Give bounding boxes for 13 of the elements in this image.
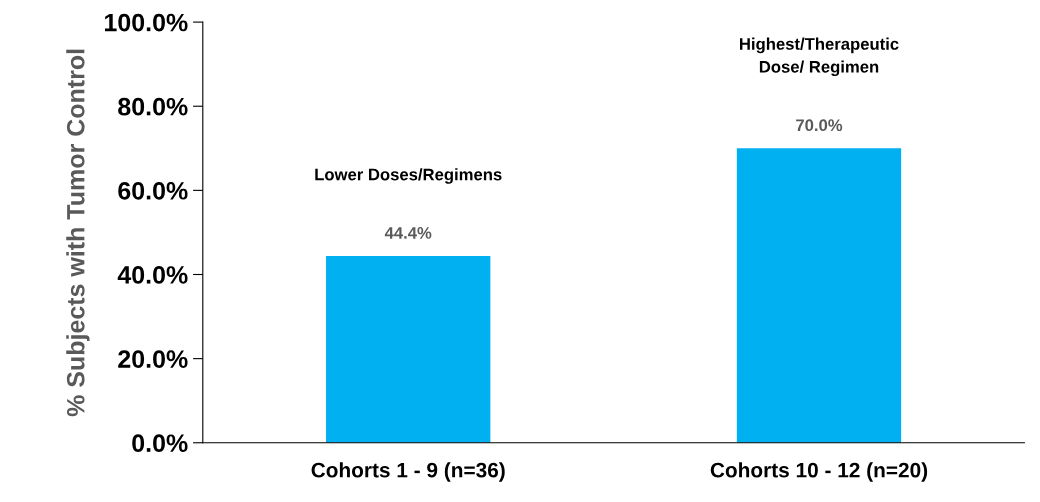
y-tick-label: 20.0% [118, 350, 188, 368]
y-tick-label: 100.0% [105, 13, 188, 32]
y-tick-label: 0.0% [132, 434, 188, 453]
annotation: Lower Doses/Regimens [315, 168, 502, 184]
y-axis-title: % Subjects with Tumor Control [66, 49, 90, 417]
x-tick-label: Cohorts 10 - 12 (n=20) [710, 462, 928, 482]
y-tick-label: 80.0% [118, 97, 188, 116]
y-tick-label: 60.0% [118, 181, 188, 200]
annotation: Highest/Therapeutic Dose/ Regimen [740, 37, 899, 77]
data-label: 70.0% [796, 119, 843, 132]
x-tick-label: Cohorts 1 - 9 (n=36) [311, 462, 505, 482]
y-tick-label: 40.0% [117, 266, 188, 284]
data-label: 44.4% [384, 227, 432, 239]
